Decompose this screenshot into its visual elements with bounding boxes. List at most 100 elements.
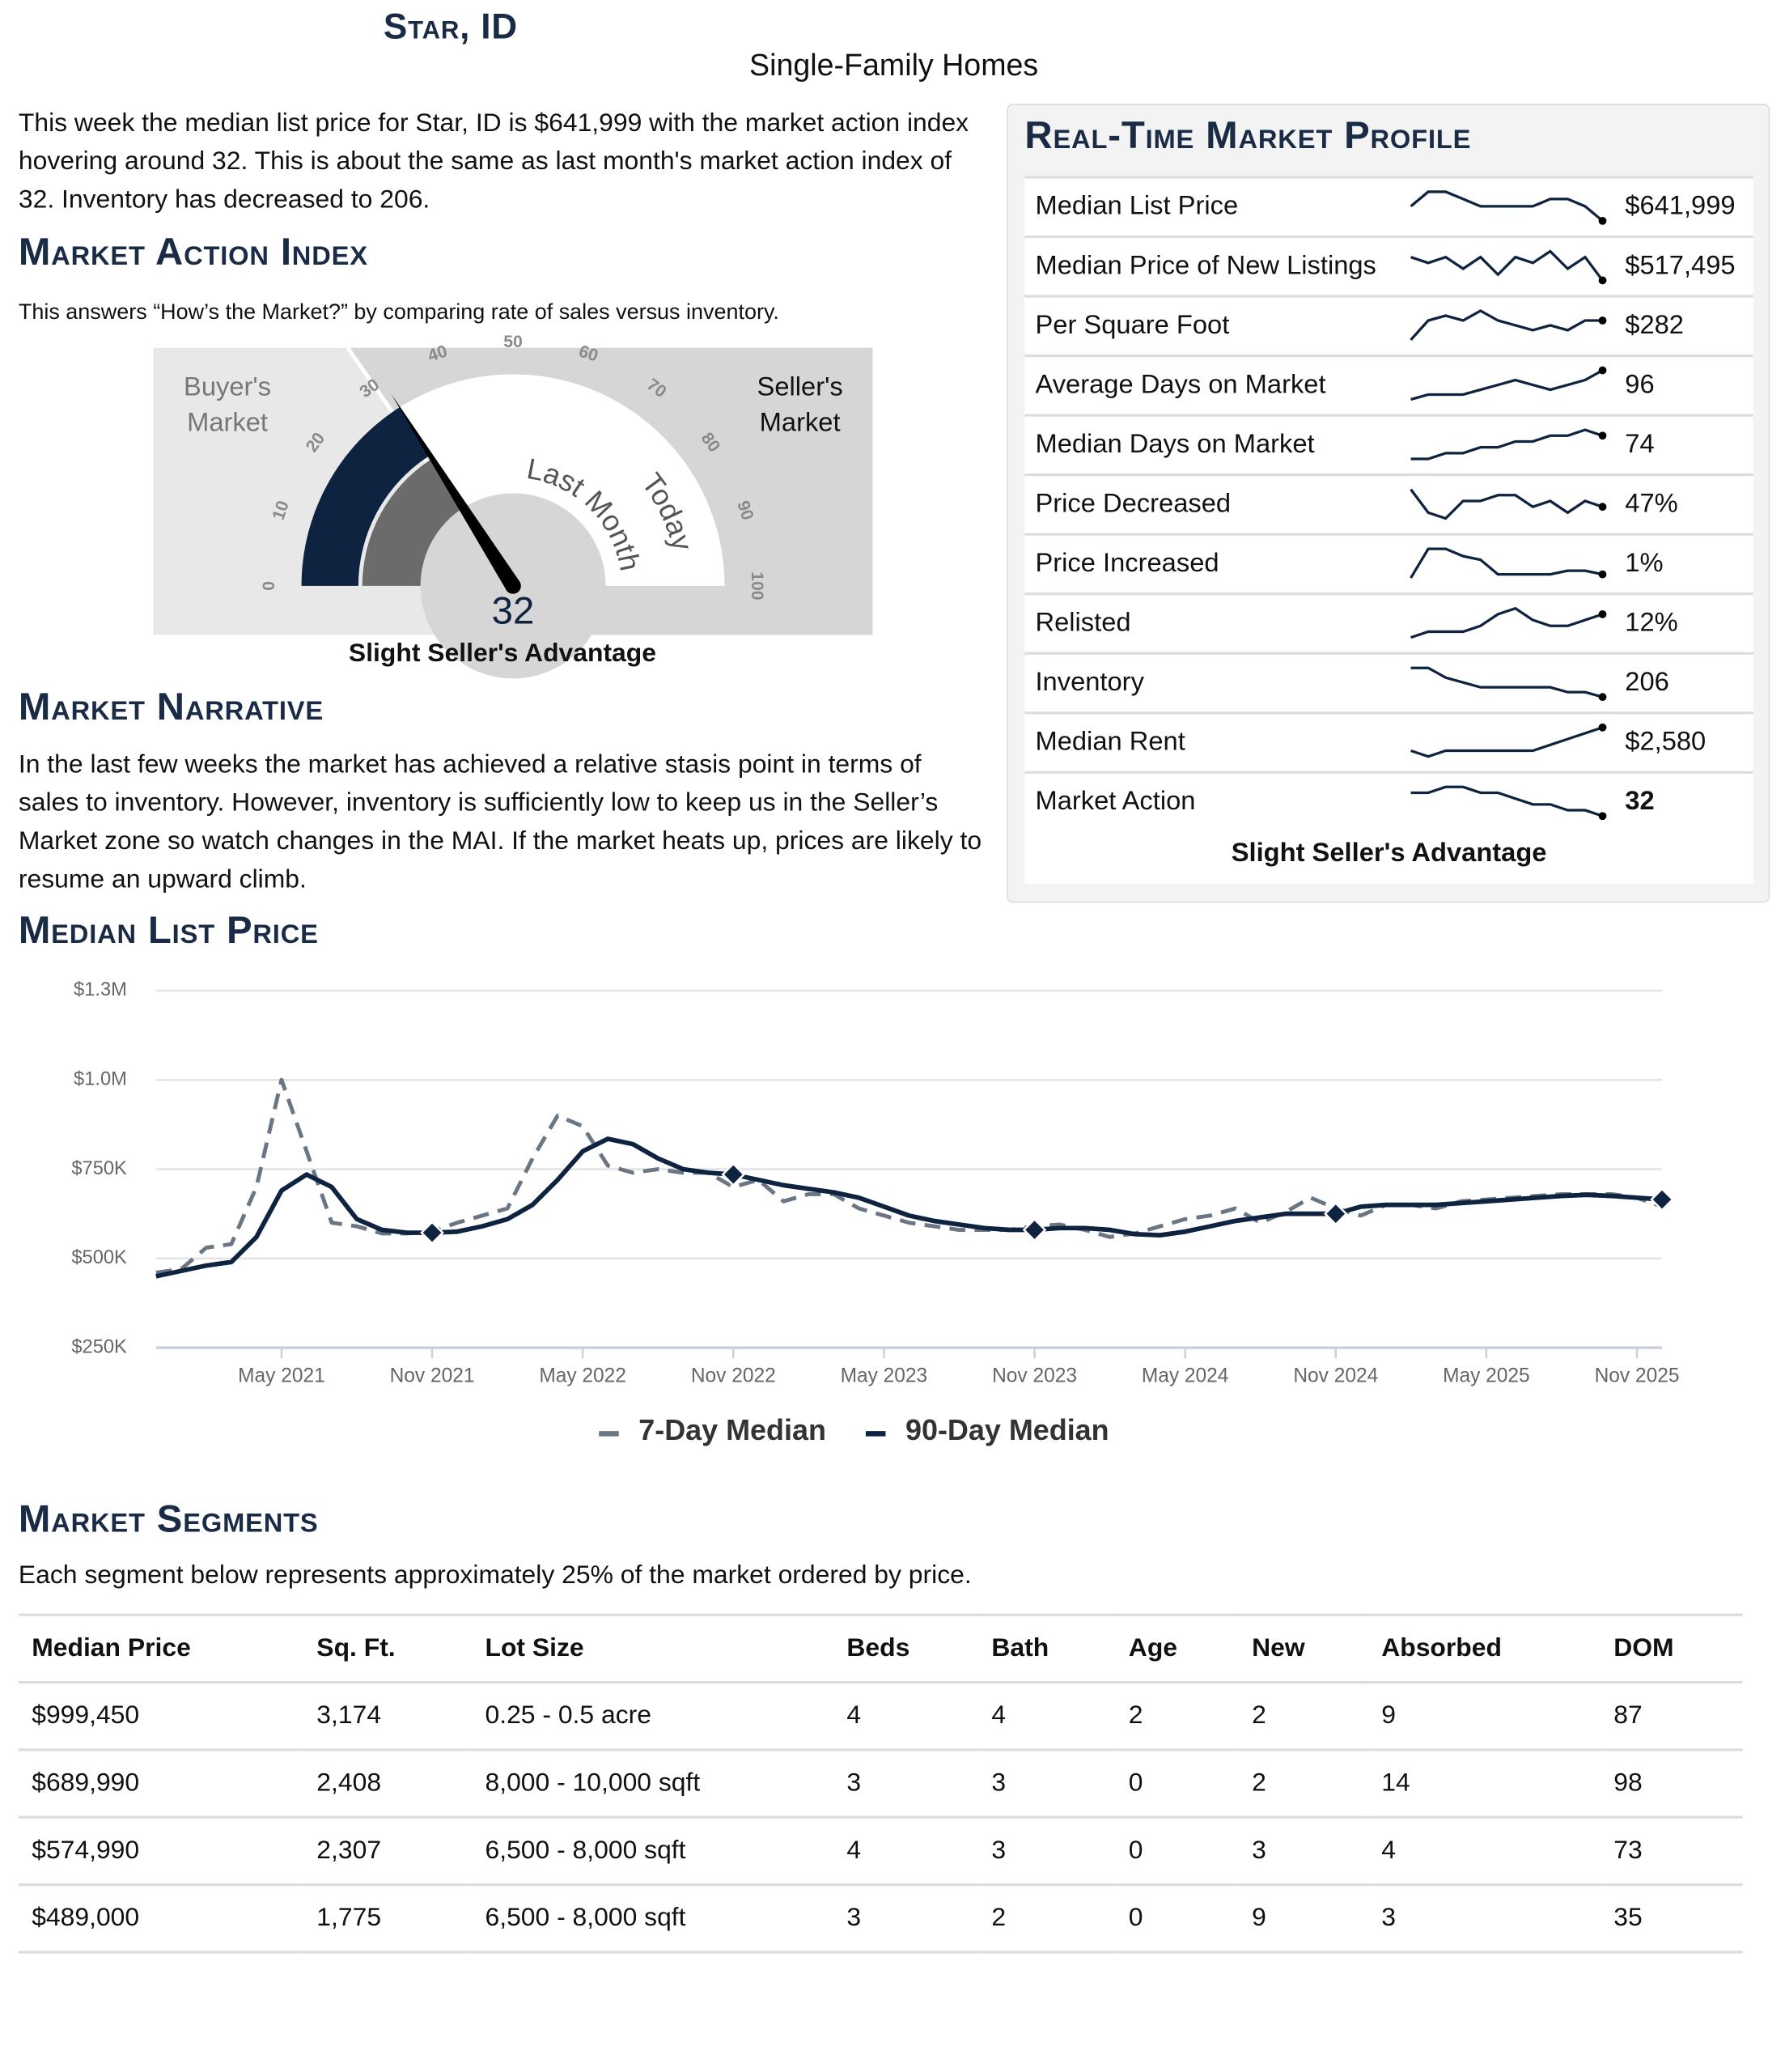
- profile-verdict: Slight Seller's Advantage: [1231, 839, 1547, 868]
- sparkline: [1410, 369, 1604, 401]
- series-marker: [1650, 1187, 1674, 1212]
- sparkline-end: [1598, 812, 1607, 821]
- table-cell: 3: [978, 1817, 1116, 1887]
- table-cell: 0: [1115, 1817, 1239, 1887]
- gauge-band: [399, 374, 725, 586]
- x-tick-label: May 2025: [1443, 1365, 1530, 1387]
- column-header: DOM: [1600, 1613, 1743, 1684]
- profile-row: Per Square Foot $282: [1024, 295, 1753, 355]
- profile-label: Median List Price: [1035, 191, 1239, 221]
- table-cell: 1,775: [303, 1884, 473, 1954]
- profile-label: Median Rent: [1035, 727, 1185, 757]
- profile-row: Median Price of New Listings $517,495: [1024, 235, 1753, 295]
- sparkline-end: [1598, 316, 1607, 325]
- sparkline: [1410, 606, 1604, 639]
- x-tick-label: Nov 2024: [1293, 1365, 1378, 1387]
- series-marker: [1022, 1217, 1047, 1242]
- segments-table: Median Price Sq. Ft. Lot Size Beds Bath Age Ne…: [18, 1613, 1743, 1954]
- y-tick-label: $750K: [71, 1158, 127, 1179]
- table-cell: 8,000 - 10,000 sqft: [472, 1749, 834, 1819]
- series-line: [155, 1077, 1663, 1275]
- profile-value: $517,495: [1625, 251, 1736, 281]
- sparkline-end: [1598, 276, 1607, 285]
- table-cell: 3,174: [303, 1682, 473, 1751]
- column-header: Median Price: [18, 1613, 303, 1684]
- profile-value: 1%: [1625, 549, 1664, 579]
- intro: This week the median list price for Star…: [18, 108, 969, 214]
- x-tick-label: May 2022: [539, 1365, 626, 1387]
- column-header: Age: [1115, 1613, 1239, 1684]
- gauge-tick-label: 50: [503, 332, 523, 351]
- sparkline-end: [1598, 216, 1607, 225]
- series-marker: [420, 1221, 444, 1245]
- sparkline: [1410, 190, 1604, 223]
- profile-row: Average Days on Market 96: [1024, 354, 1753, 414]
- sparkline-end: [1598, 570, 1607, 579]
- narrative: In the last few weeks the market has ach…: [18, 749, 982, 894]
- table-cell: 6,500 - 8,000 sqft: [472, 1884, 834, 1954]
- sparkline-end: [1598, 609, 1607, 618]
- gauge-tick-label: 100: [748, 571, 767, 600]
- profile-value: 12%: [1625, 608, 1678, 638]
- mai-description: This answers “How’s the Market?” by comp…: [18, 299, 779, 325]
- table-row: $999,450 3,174 0.25 - 0.5 acre 4 4 2 2 9 87: [18, 1682, 1743, 1751]
- profile-row: Median Rent $2,580: [1024, 711, 1753, 771]
- y-tick-label: $500K: [71, 1247, 127, 1268]
- sparkline-end: [1598, 723, 1607, 732]
- profile-row: Median List Price $641,999: [1024, 176, 1753, 236]
- profile-row: Price Increased 1%: [1024, 533, 1753, 593]
- sparkline: [1410, 309, 1603, 342]
- column-header: Lot Size: [472, 1613, 834, 1684]
- legend-label: 90-Day Median: [905, 1413, 1109, 1446]
- table-cell: 3: [1238, 1817, 1368, 1887]
- y-tick-label: $1.0M: [74, 1068, 127, 1089]
- column-header: Beds: [833, 1613, 979, 1684]
- table-cell: 2: [1115, 1682, 1239, 1751]
- series-line: [155, 1136, 1663, 1279]
- table-header-row: Median Price Sq. Ft. Lot Size Beds Bath Age Ne…: [18, 1613, 1743, 1684]
- table-cell: 0: [1115, 1884, 1239, 1954]
- page-title: Star, ID: [383, 6, 518, 47]
- sparkline-end: [1598, 503, 1607, 512]
- profile-label: Inventory: [1035, 668, 1144, 698]
- column-header: Absorbed: [1367, 1613, 1601, 1684]
- table-cell: 87: [1600, 1682, 1743, 1751]
- sparkline: [1410, 249, 1604, 282]
- gauge-value: 32: [492, 590, 535, 633]
- profile-label: Market Action: [1035, 787, 1196, 817]
- table-cell: 4: [1367, 1817, 1601, 1887]
- table-cell: 4: [833, 1817, 979, 1887]
- x-tick-label: Nov 2023: [992, 1365, 1077, 1387]
- today-arc: [301, 407, 430, 586]
- section-heading: Market Narrative: [18, 686, 324, 729]
- sparkline: [1410, 785, 1604, 817]
- table-cell: 2: [1238, 1682, 1368, 1751]
- gauge-tick-label: 0: [259, 581, 278, 591]
- profile-value: $282: [1625, 311, 1684, 340]
- needle: [391, 393, 520, 591]
- profile-label: Median Price of New Listings: [1035, 251, 1376, 281]
- table-cell: $689,990: [18, 1749, 303, 1819]
- profile-label: Price Increased: [1035, 549, 1219, 579]
- table-cell: 0.25 - 0.5 acre: [472, 1682, 834, 1751]
- profile-heading: Real-Time Market Profile: [1024, 115, 1472, 158]
- table-cell: 4: [978, 1682, 1116, 1751]
- x-tick-label: May 2024: [1142, 1365, 1229, 1387]
- table-cell: 73: [1600, 1817, 1743, 1887]
- profile-label: Per Square Foot: [1035, 311, 1230, 340]
- segments-description: Each segment below represents approximat…: [18, 1560, 972, 1590]
- table-cell: 9: [1367, 1682, 1601, 1751]
- profile-value: $2,580: [1625, 727, 1707, 757]
- table-cell: 2: [1238, 1749, 1368, 1819]
- table-cell: 6,500 - 8,000 sqft: [472, 1817, 834, 1887]
- table-cell: 2,307: [303, 1817, 473, 1887]
- table-cell: $489,000: [18, 1884, 303, 1954]
- table-cell: $574,990: [18, 1817, 303, 1887]
- table-cell: 14: [1367, 1749, 1601, 1819]
- profile-row: Price Decreased 47%: [1024, 473, 1753, 533]
- profile-label: Average Days on Market: [1035, 370, 1326, 400]
- sparkline: [1410, 547, 1603, 579]
- sparkline: [1410, 428, 1604, 461]
- profile-value: 74: [1625, 430, 1655, 460]
